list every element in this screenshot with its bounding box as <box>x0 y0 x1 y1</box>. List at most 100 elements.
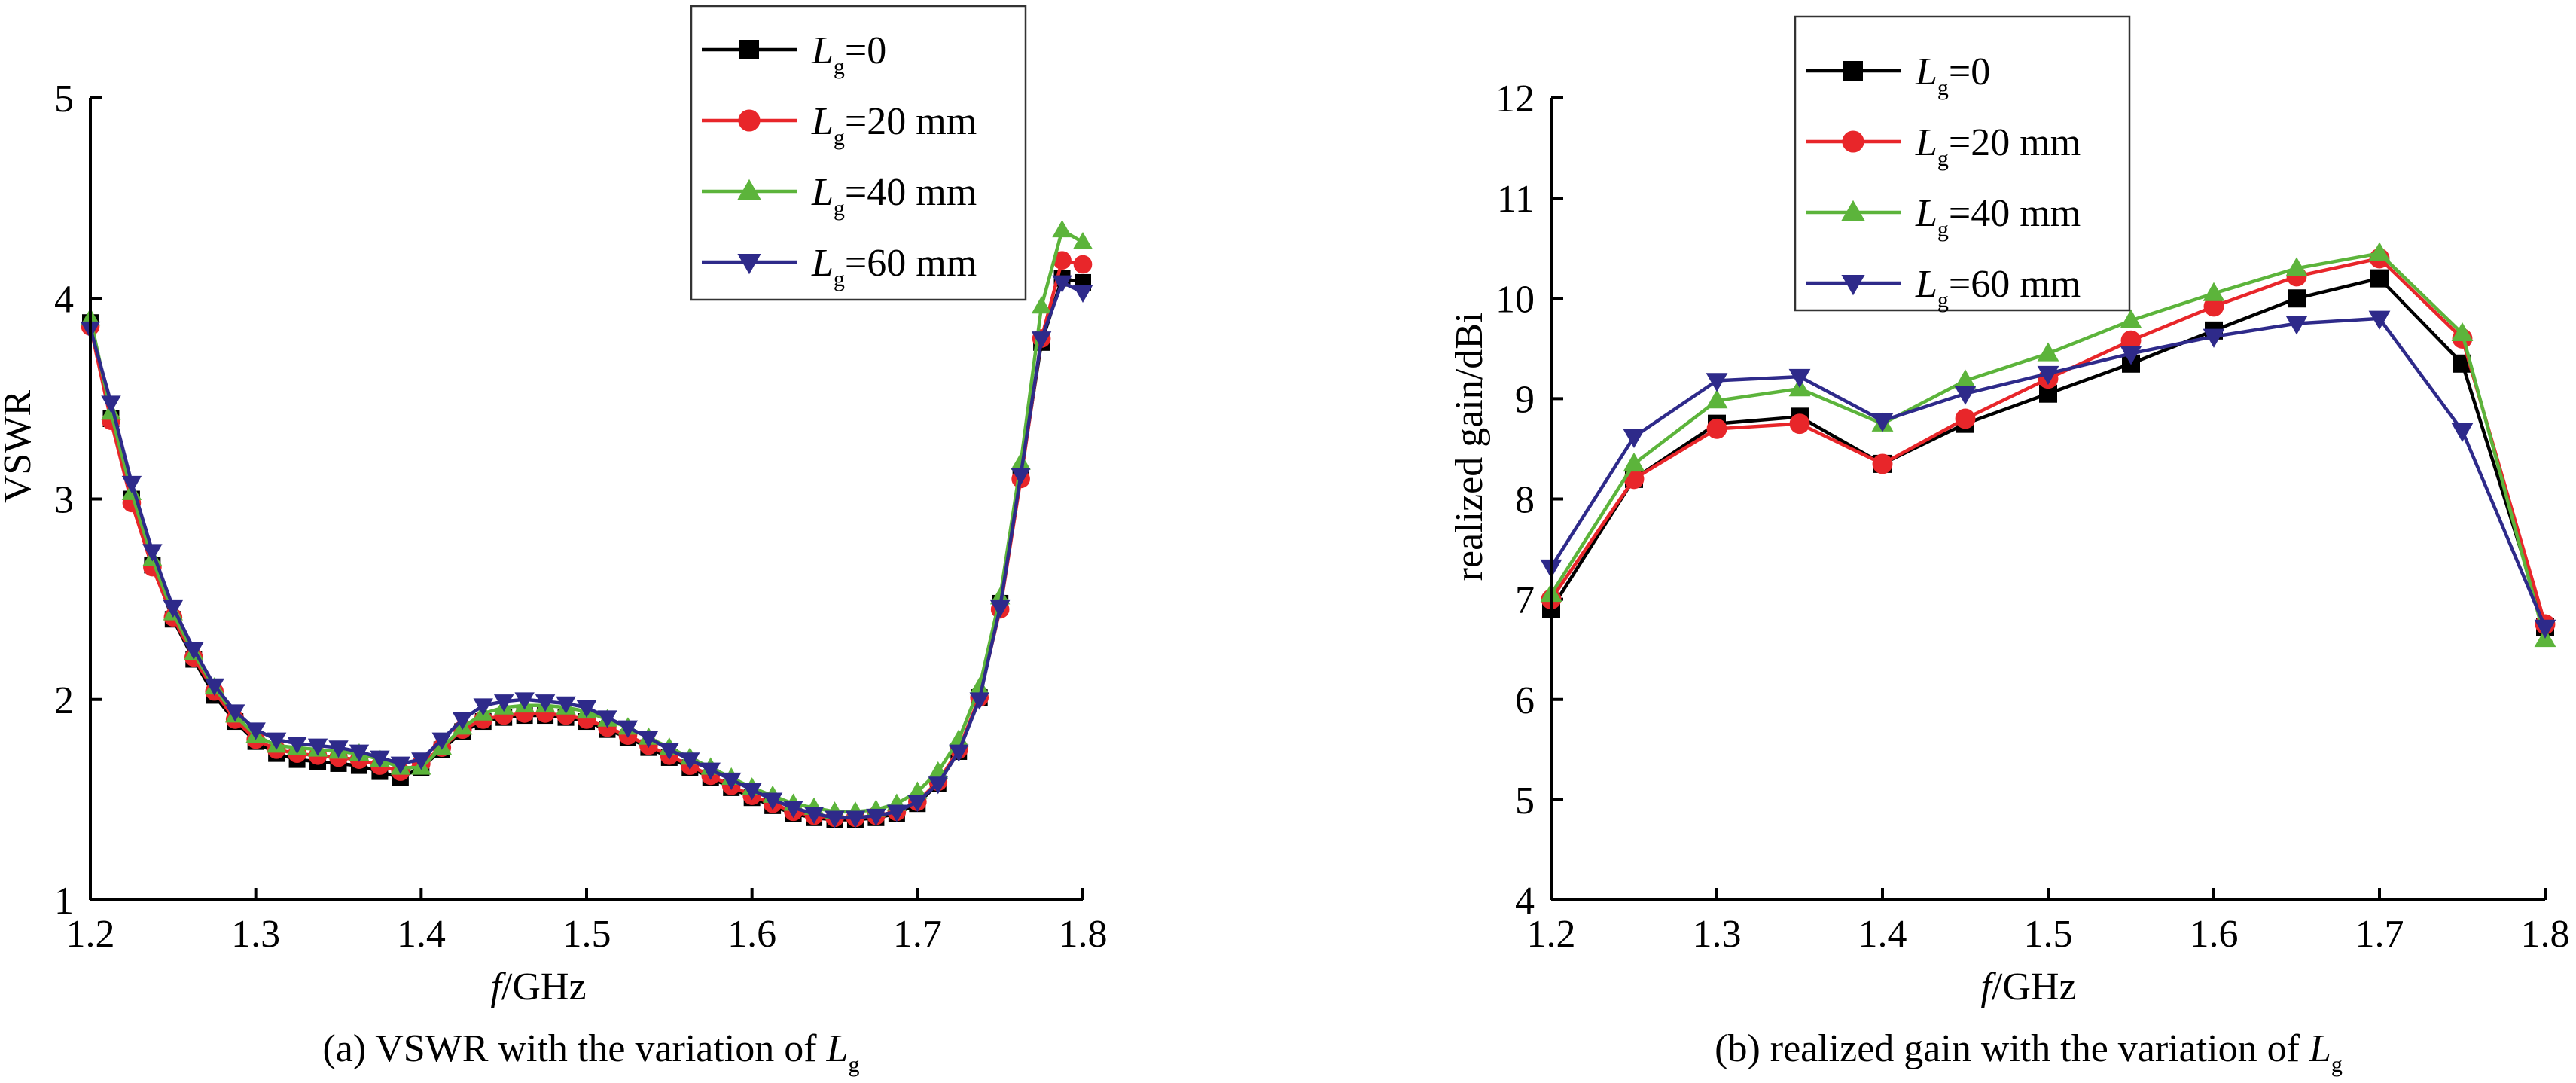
gain-data-point <box>2368 242 2391 261</box>
gain-data-point <box>1954 386 1977 405</box>
vswr-legend-label: Lg=60 mm <box>811 242 977 291</box>
vswr-legend-label: Lg=0 <box>811 29 886 79</box>
gain-data-point <box>2288 289 2306 308</box>
vswr-y-tick-label: 1 <box>54 880 74 923</box>
gain-y-tick-label: 12 <box>1495 78 1535 121</box>
vswr-data-point <box>928 776 948 795</box>
gain-data-point <box>2203 328 2225 348</box>
gain-x-tick-label: 1.3 <box>1693 913 1742 956</box>
gain-x-axis-unit: /GHz <box>1992 966 2077 1008</box>
vswr-y-tick-label: 5 <box>54 78 74 121</box>
vswr-data-point <box>907 795 928 813</box>
gain-x-axis-label: f/GHz <box>1980 966 2076 1008</box>
gain-data-point <box>2534 619 2556 639</box>
gain-legend-label: Lg=60 mm <box>1915 263 2081 313</box>
vswr-caption-text: (a) VSWR with the variation of <box>322 1027 826 1070</box>
gain-data-point <box>2285 316 2308 335</box>
vswr-data-point <box>328 740 349 758</box>
gain-data-point <box>1789 413 1810 435</box>
vswr-x-tick-label: 1.2 <box>66 913 115 956</box>
gain-y-tick-label: 11 <box>1497 178 1535 221</box>
gain-data-point <box>2451 423 2474 442</box>
vswr-data-point <box>639 730 659 749</box>
vswr-data-point <box>121 475 142 493</box>
gain-data-point <box>2451 322 2474 342</box>
vswr-data-point <box>907 781 928 799</box>
vswr-legend-label: Lg=40 mm <box>811 171 977 221</box>
vswr-x-tick-label: 1.3 <box>231 913 280 956</box>
vswr-data-point <box>1053 251 1072 270</box>
gain-caption: (b) realized gain with the variation of … <box>1715 1027 2343 1077</box>
vswr-data-point <box>949 744 969 762</box>
vswr-data-point <box>1072 285 1093 304</box>
vswr-data-point <box>1073 255 1093 274</box>
vswr-data-point <box>473 698 493 716</box>
panel-gain: 1.2 1.3 1.4 1.5 1.6 1.7 1.8 4 5 6 7 8 9 10 11 12 realiz… <box>1448 15 2570 1077</box>
vswr-data-point <box>803 807 825 825</box>
vswr-caption: (a) VSWR with the variation of Lg <box>322 1027 859 1077</box>
gain-x-tick-label: 1.4 <box>1858 913 1907 956</box>
gain-y-tick-label: 8 <box>1515 479 1535 522</box>
vswr-data-point <box>225 704 245 722</box>
gain-data-point <box>2120 346 2142 365</box>
gain-y-tick-label: 4 <box>1515 880 1535 923</box>
vswr-data-point <box>866 808 886 826</box>
gain-data-point <box>1872 453 1893 474</box>
vswr-x-axis-unit: /GHz <box>501 966 587 1008</box>
vswr-data-point <box>576 700 597 718</box>
vswr-data-point <box>1072 231 1093 250</box>
vswr-caption-symbol: L <box>826 1027 849 1070</box>
gain-data-point <box>2368 310 2391 330</box>
vswr-data-point <box>245 722 266 740</box>
vswr-data-point <box>1052 275 1072 293</box>
vswr-ticks: 1.2 1.3 1.4 1.5 1.6 1.7 1.8 1 2 3 4 5 <box>54 78 1108 956</box>
vswr-data-point <box>514 692 535 710</box>
vswr-y-tick-label: 4 <box>54 278 74 321</box>
vswr-data-point <box>493 694 514 712</box>
gain-legend-label: Lg=20 mm <box>1915 121 2081 171</box>
gain-data-point <box>2037 342 2059 362</box>
gain-x-tick-label: 1.5 <box>2024 913 2073 956</box>
vswr-data-point <box>453 712 473 731</box>
gain-data-point <box>1955 408 1976 429</box>
vswr-data-point <box>783 801 803 819</box>
vswr-x-tick-label: 1.5 <box>562 913 611 956</box>
vswr-data-point <box>556 696 576 714</box>
gain-y-tick-label: 5 <box>1515 779 1535 822</box>
gain-caption-subscript: g <box>2331 1052 2343 1077</box>
gain-x-tick-label: 1.7 <box>2355 913 2404 956</box>
vswr-legend-marker <box>737 178 761 200</box>
vswr-data-point <box>969 692 989 710</box>
vswr-data-point <box>204 678 224 696</box>
vswr-caption-subscript: g <box>849 1052 860 1077</box>
gain-data-point <box>1706 418 1727 439</box>
vswr-data-point <box>535 694 556 712</box>
vswr-data-point <box>1011 452 1031 470</box>
gain-data-point <box>2120 309 2142 328</box>
gain-series-line-1 <box>1550 256 2547 625</box>
vswr-data-point <box>762 792 783 810</box>
vswr-data-point <box>845 810 866 828</box>
vswr-series <box>80 219 1093 828</box>
vswr-data-point <box>1031 331 1052 349</box>
gain-legend-label: Lg=0 <box>1915 50 1990 100</box>
vswr-data-point <box>742 783 762 801</box>
vswr-data-point <box>700 762 721 780</box>
gain-y-tick-label: 10 <box>1495 278 1535 321</box>
gain-data-point <box>1871 413 1894 432</box>
gain-caption-symbol: L <box>2309 1027 2331 1070</box>
gain-x-tick-label: 1.2 <box>1527 913 1576 956</box>
gain-data-point <box>1954 369 1977 389</box>
gain-data-point <box>2370 269 2389 288</box>
vswr-legend: Lg=0 Lg=20 mm Lg=40 mm Lg=60 mm <box>690 5 1027 301</box>
vswr-data-point <box>680 752 700 770</box>
gain-legend-marker <box>1841 274 1865 296</box>
vswr-data-point <box>617 720 639 738</box>
vswr-data-point <box>1011 468 1031 486</box>
vswr-data-point <box>370 750 390 768</box>
vswr-data-point <box>142 544 163 562</box>
vswr-data-point <box>989 599 1011 618</box>
gain-data-point <box>1706 389 1728 409</box>
vswr-legend-marker <box>737 253 761 275</box>
